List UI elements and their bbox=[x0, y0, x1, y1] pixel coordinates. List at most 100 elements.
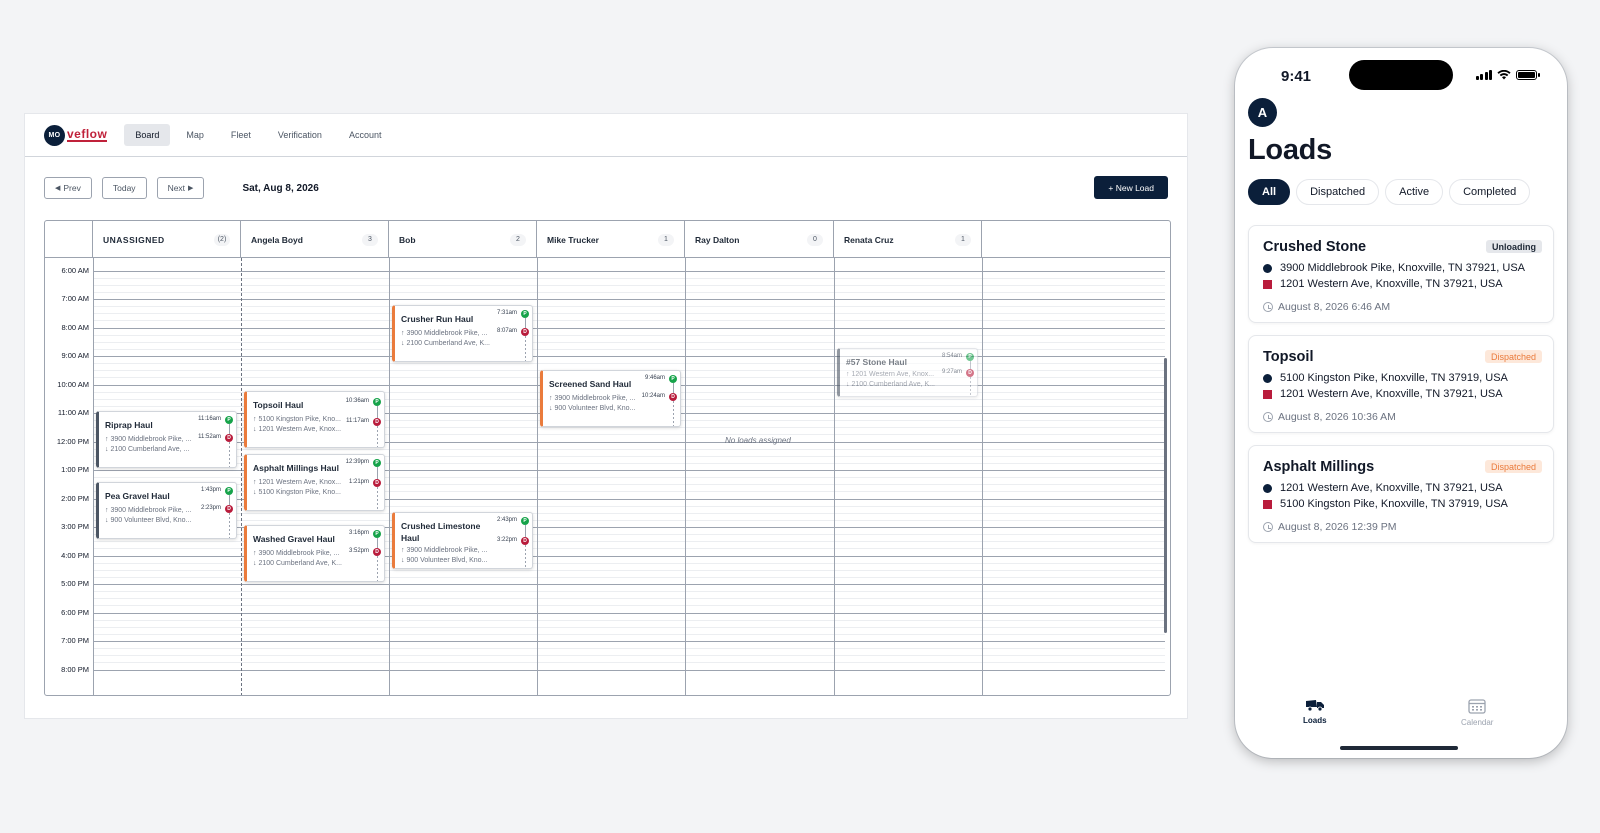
pickup-pin-icon: P bbox=[225, 416, 233, 424]
load-card-origin: ↑ 3900 Middlebrook Pike, ... bbox=[549, 395, 636, 402]
column-divider bbox=[982, 258, 983, 695]
hour-gridline bbox=[93, 527, 1165, 528]
column-name: Angela Boyd bbox=[251, 234, 303, 245]
filter-all[interactable]: All bbox=[1248, 179, 1291, 205]
tab-calendar-label: Calendar bbox=[1461, 718, 1494, 727]
dispatch-board: UNASSIGNED (2) Angela Boyd 3 Bob 2 Mike … bbox=[44, 220, 1171, 696]
column-header-angela-boyd[interactable]: Angela Boyd 3 bbox=[241, 221, 389, 258]
hour-gridline bbox=[93, 270, 1165, 272]
time-label: 12:00 PM bbox=[56, 437, 89, 446]
load-card-title: Crushed Limestone Haul bbox=[401, 521, 481, 543]
tab-loads[interactable]: Loads bbox=[1303, 698, 1327, 725]
nav-verification[interactable]: Verification bbox=[277, 130, 322, 140]
nav-map[interactable]: Map bbox=[186, 130, 204, 140]
board-grid: 6:00 AM 7:00 AM 8:00 AM 9:00 AM 10:00 AM… bbox=[45, 258, 1170, 695]
dynamic-island bbox=[1349, 60, 1453, 90]
tab-bar: Loads Calendar bbox=[1235, 682, 1567, 758]
quarter-gridline bbox=[93, 455, 1165, 457]
load-card-crushed-stone[interactable]: Crushed Stone Unloading 3900 Middlebrook… bbox=[1248, 225, 1554, 323]
load-card-origin: ↑ 3900 Middlebrook Pike, ... bbox=[401, 547, 488, 554]
origin-row: 5100 Kingston Pike, Knoxville, TN 37919,… bbox=[1263, 372, 1508, 384]
load-card-destination: ↓ 2100 Cumberland Ave, K... bbox=[846, 381, 935, 388]
column-header-mike-trucker[interactable]: Mike Trucker 1 bbox=[537, 221, 685, 258]
filter-active[interactable]: Active bbox=[1385, 179, 1444, 205]
destination-square-icon bbox=[1263, 499, 1272, 509]
column-name: Bob bbox=[399, 234, 416, 245]
pickup-pin-icon: P bbox=[373, 530, 381, 538]
filter-dispatched[interactable]: Dispatched bbox=[1296, 179, 1380, 205]
column-header-unassigned[interactable]: UNASSIGNED (2) bbox=[93, 221, 241, 258]
time-label: 2:00 PM bbox=[61, 494, 89, 503]
dropoff-time: 3:52pm bbox=[348, 548, 369, 554]
quarter-gridline bbox=[93, 534, 1165, 536]
quarter-gridline bbox=[93, 334, 1165, 336]
origin-address: 1201 Western Ave, Knoxville, TN 37921, U… bbox=[1280, 482, 1503, 494]
column-name: Renata Cruz bbox=[844, 234, 894, 245]
nav-fleet[interactable]: Fleet bbox=[230, 130, 251, 140]
today-button[interactable]: Today bbox=[101, 177, 147, 199]
hour-gridline bbox=[93, 327, 1165, 329]
prev-button[interactable]: ◀ Prev bbox=[44, 177, 92, 199]
load-card-topsoil[interactable]: Topsoil Dispatched 5100 Kingston Pike, K… bbox=[1248, 335, 1554, 433]
status-time: 9:41 bbox=[1281, 68, 1312, 85]
origin-row: 1201 Western Ave, Knoxville, TN 37921, U… bbox=[1263, 482, 1503, 494]
load-card-pea-gravel-haul[interactable]: Pea Gravel Haul ↑ 3900 Middlebrook Pike,… bbox=[96, 482, 237, 539]
load-card-origin: ↑ 5100 Kingston Pike, Kno... bbox=[253, 416, 341, 423]
column-header-ray-dalton[interactable]: Ray Dalton 0 bbox=[685, 221, 834, 258]
hour-gridline bbox=[93, 669, 1165, 671]
logo-mark: MO bbox=[44, 124, 65, 146]
unassigned-divider bbox=[241, 258, 242, 695]
desktop-app: MO veflow Board Map Fleet Verification A… bbox=[24, 113, 1188, 719]
dropoff-pin-icon: D bbox=[373, 418, 381, 426]
pickup-pin-icon: P bbox=[521, 517, 529, 525]
dropoff-pin-icon: D bbox=[373, 548, 381, 556]
moveflow-logo[interactable]: MO veflow bbox=[44, 124, 108, 146]
hour-gridline bbox=[93, 441, 1165, 443]
column-header-bob[interactable]: Bob 2 bbox=[389, 221, 537, 258]
destination-address: 1201 Western Ave, Knoxville, TN 37921, U… bbox=[1280, 278, 1503, 290]
filter-completed[interactable]: Completed bbox=[1449, 179, 1531, 205]
next-button[interactable]: Next ▶ bbox=[156, 177, 205, 199]
clock-icon bbox=[1263, 412, 1273, 422]
time-label: 8:00 AM bbox=[61, 323, 89, 332]
quarter-gridline bbox=[93, 284, 1165, 286]
timeline-dash bbox=[228, 442, 230, 467]
load-title: Asphalt Millings bbox=[1263, 459, 1375, 475]
top-nav: MO veflow Board Map Fleet Verification A… bbox=[25, 114, 1187, 157]
time-label: 9:00 AM bbox=[61, 351, 89, 360]
load-card-washed-gravel-haul[interactable]: Washed Gravel Haul ↑ 3900 Middlebrook Pi… bbox=[244, 525, 385, 582]
origin-address: 5100 Kingston Pike, Knoxville, TN 37919,… bbox=[1280, 372, 1508, 384]
tab-calendar[interactable]: Calendar bbox=[1461, 698, 1493, 727]
column-header-renata-cruz[interactable]: Renata Cruz 1 bbox=[834, 221, 982, 258]
pickup-pin-icon: P bbox=[225, 487, 233, 495]
load-card-asphalt-millings-haul[interactable]: Asphalt Millings Haul ↑ 1201 Western Ave… bbox=[244, 454, 385, 511]
load-card-57-stone-haul[interactable]: #57 Stone Haul ↑ 1201 Western Ave, Knox.… bbox=[837, 348, 978, 397]
load-card-riprap-haul[interactable]: Riprap Haul ↑ 3900 Middlebrook Pike, ...… bbox=[96, 411, 237, 468]
load-date-text: August 8, 2026 6:46 AM bbox=[1278, 301, 1391, 313]
quarter-gridline bbox=[93, 462, 1165, 464]
dropoff-time: 11:52am bbox=[198, 434, 221, 440]
load-card-asphalt-millings[interactable]: Asphalt Millings Dispatched 1201 Western… bbox=[1248, 445, 1554, 543]
new-load-button[interactable]: + New Load bbox=[1094, 176, 1168, 199]
time-label: 7:00 PM bbox=[61, 636, 89, 645]
column-name: Mike Trucker bbox=[547, 234, 599, 245]
load-card-crusher-run-haul[interactable]: Crusher Run Haul ↑ 3900 Middlebrook Pike… bbox=[392, 305, 533, 362]
truck-icon bbox=[1305, 700, 1324, 712]
load-card-screened-sand-haul[interactable]: Screened Sand Haul ↑ 3900 Middlebrook Pi… bbox=[540, 370, 681, 427]
load-title: Topsoil bbox=[1263, 349, 1314, 365]
time-label: 6:00 PM bbox=[61, 608, 89, 617]
time-label: 4:00 PM bbox=[61, 551, 89, 560]
nav-account[interactable]: Account bbox=[348, 130, 382, 140]
board-scrollbar[interactable] bbox=[1164, 358, 1167, 633]
timeline-dash bbox=[376, 426, 378, 447]
load-card-topsoil-haul[interactable]: Topsoil Haul ↑ 5100 Kingston Pike, Kno..… bbox=[244, 391, 385, 448]
time-column-header bbox=[45, 221, 93, 258]
time-label: 5:00 PM bbox=[61, 579, 89, 588]
nav-board[interactable]: Board bbox=[124, 124, 171, 146]
load-card-crushed-limestone-haul[interactable]: Crushed Limestone Haul ↑ 3900 Middlebroo… bbox=[392, 512, 533, 569]
pickup-time: 3:16pm bbox=[348, 530, 369, 536]
status-badge: Dispatched bbox=[1484, 350, 1542, 363]
avatar[interactable]: A bbox=[1248, 98, 1277, 127]
calendar-icon bbox=[1468, 699, 1486, 714]
timeline-dash bbox=[376, 487, 378, 510]
